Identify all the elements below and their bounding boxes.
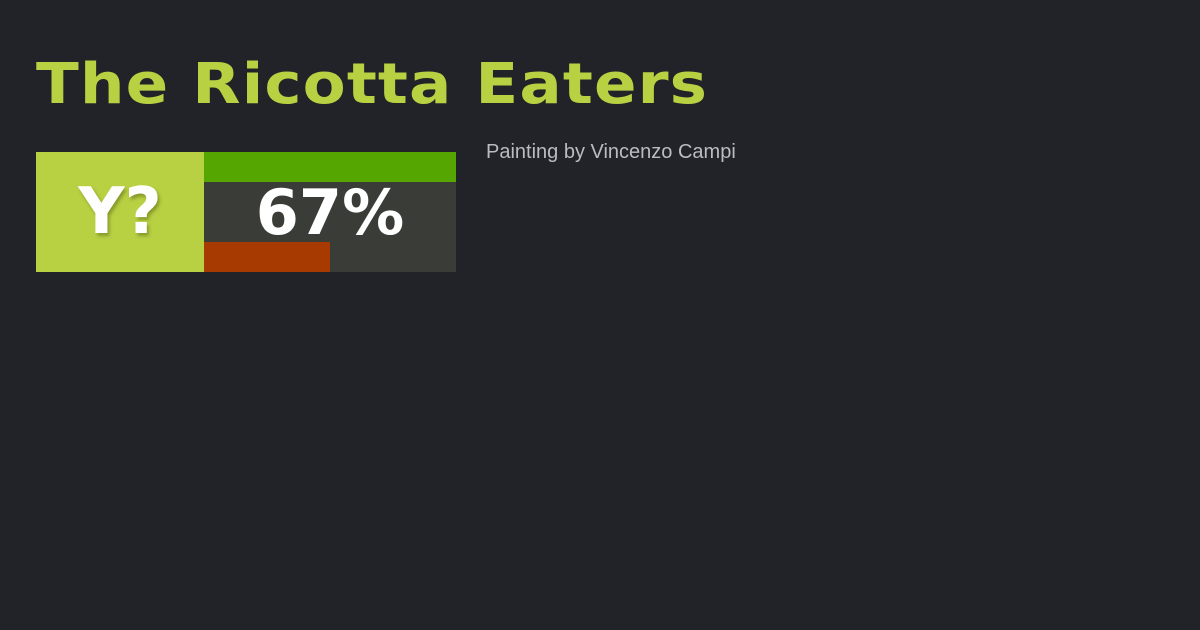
- percent-value: 67%: [255, 175, 405, 249]
- score-badge: Y? 67%: [36, 152, 456, 272]
- top-bar: [204, 152, 456, 182]
- badge-label: Y?: [36, 152, 204, 272]
- bottom-bar: [204, 242, 330, 272]
- caption: Painting by Vincenzo Campi: [486, 141, 736, 163]
- page-title: The Ricotta Eaters: [36, 52, 709, 117]
- score-panel: 67%: [204, 152, 456, 272]
